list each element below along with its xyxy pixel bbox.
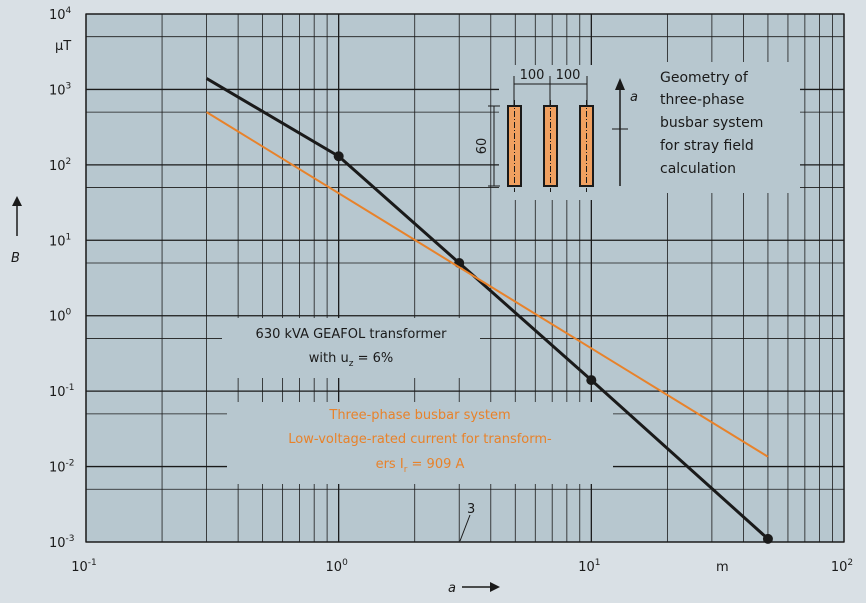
y-tick-label: 10-3 (49, 534, 75, 551)
series (205, 77, 773, 544)
tick-3-callout: 3 (459, 502, 475, 542)
label-box (650, 62, 800, 193)
x-tick-label: 10-1 (71, 558, 97, 575)
plot-border (85, 13, 845, 543)
dimension-spacing-1: 100 (520, 68, 545, 83)
transformer-annotation: 630 kVA GEAFOL transformer with uz = 6% (256, 327, 448, 369)
x-tick-label: 100 (326, 558, 349, 575)
label-box (222, 318, 480, 378)
svg-text:Low-voltage-rated current for: Low-voltage-rated current for transform- (288, 432, 552, 447)
x-tick-label: 102 (831, 558, 853, 575)
svg-text:Three-phase busbar system: Three-phase busbar system (328, 408, 510, 423)
y-tick-label: 100 (49, 308, 72, 325)
svg-text:with uz = 6%: with uz = 6% (309, 351, 393, 369)
busbar-geometry-inset: 100 100 60 a Geometry of three-phase bus… (475, 68, 768, 192)
y-tick-label: 10-1 (49, 383, 75, 400)
svg-text:ers Ir = 909 A: ers Ir = 909 A (376, 457, 465, 475)
svg-text:630 kVA GEAFOL transformer: 630 kVA GEAFOL transformer (256, 327, 448, 342)
y-tick-label: 102 (49, 157, 71, 174)
svg-text:3: 3 (467, 502, 475, 517)
dimension-spacing-2: 100 (556, 68, 581, 83)
dimension-height: 60 (475, 138, 490, 155)
y-tick-label: 101 (49, 232, 71, 249)
svg-text:Geometry of three-phase: Geometry of three-phase busbar system fo… (660, 70, 768, 177)
label-boxes (222, 62, 800, 484)
x-axis-label: a (448, 581, 500, 596)
data-point (333, 151, 344, 162)
series-line-2 (206, 111, 769, 458)
y-tick-label: 103 (49, 81, 71, 98)
svg-text:a: a (448, 581, 456, 596)
data-point (586, 375, 597, 386)
tick-labels: 10-3 10-2 10-1 100 101 102 103 104 10-1 100 101 102 (49, 6, 853, 575)
y-tick-label: 104 (49, 6, 72, 23)
label-box (227, 402, 613, 484)
svg-text:B: B (11, 251, 20, 266)
x-unit-label: m (716, 560, 729, 575)
y-tick-label: 10-2 (49, 459, 75, 476)
inset-axis-label: a (630, 90, 638, 105)
busbar-annotation: Three-phase busbar system Low-voltage-ra… (288, 408, 552, 475)
label-box (499, 65, 655, 200)
data-point (762, 533, 773, 544)
y-unit-label: μT (55, 39, 71, 54)
x-tick-label: 101 (578, 558, 600, 575)
y-axis-label: B (11, 196, 22, 266)
